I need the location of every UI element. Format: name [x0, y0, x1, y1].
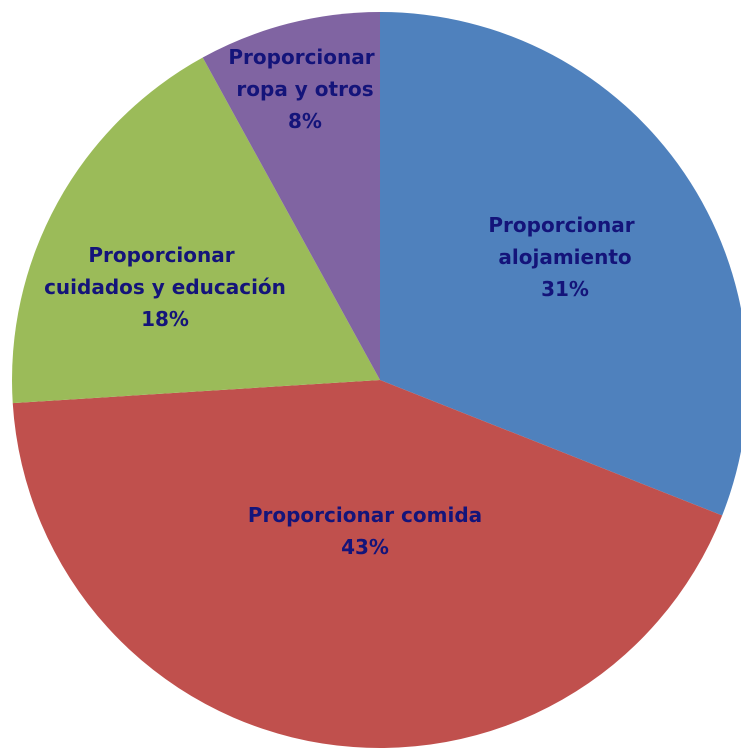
- slice-label: Proporcionar comida: [248, 503, 482, 527]
- label-line: Proporcionar: [488, 213, 641, 237]
- label-line: Proporcionar: [88, 243, 241, 267]
- pie-slice: [11, 57, 380, 404]
- label-line: cuidados y educación: [44, 275, 286, 299]
- slice-label: Proporcionar cuidados y educación: [44, 243, 286, 299]
- slice-label: Proporcionar alojamiento: [488, 213, 641, 269]
- value-label: 43%: [341, 535, 389, 559]
- pie-slice: [12, 380, 723, 748]
- label-line: Proporcionar: [228, 45, 381, 69]
- label-line: ropa y otros: [236, 77, 373, 101]
- value-label: 31%: [541, 277, 589, 301]
- label-line: alojamiento: [498, 245, 631, 269]
- pie-slice: [202, 12, 380, 380]
- value-label: 18%: [141, 307, 189, 331]
- pie-slice: [380, 12, 741, 516]
- value-label: 8%: [288, 109, 322, 133]
- slice-label: Proporcionar ropa y otros: [228, 45, 381, 101]
